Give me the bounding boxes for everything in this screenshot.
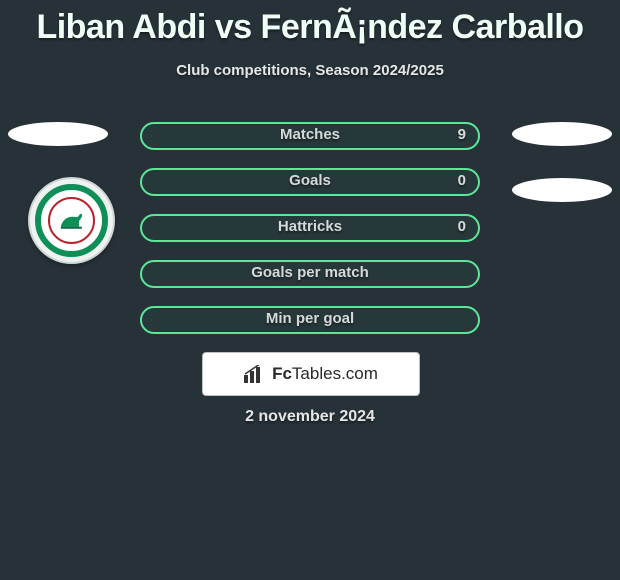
stat-value-right: 0 (458, 172, 466, 189)
footer-date: 2 november 2024 (0, 408, 620, 426)
stat-value-right: 0 (458, 218, 466, 235)
page-title: Liban Abdi vs FernÃ¡ndez Carballo (0, 8, 620, 47)
player-left-placeholder (8, 122, 108, 146)
stat-label: Min per goal (142, 310, 478, 327)
stat-label: Hattricks (142, 218, 478, 235)
stat-value-right: 9 (458, 126, 466, 143)
stat-bar-goals-per-match: Goals per match (140, 260, 480, 288)
stat-label: Goals (142, 172, 478, 189)
comparison-card: Liban Abdi vs FernÃ¡ndez Carballo Club c… (0, 0, 620, 580)
stat-bar-hattricks: Hattricks 0 (140, 214, 480, 242)
stat-bar-min-per-goal: Min per goal (140, 306, 480, 334)
brand-text: FcTables.com (272, 364, 378, 384)
horse-icon (58, 211, 86, 231)
bars-icon (244, 365, 266, 383)
player-right-placeholder-2 (512, 178, 612, 202)
stat-bar-matches: Matches 9 (140, 122, 480, 150)
club-badge-center (48, 197, 95, 244)
page-subtitle: Club competitions, Season 2024/2025 (0, 62, 620, 79)
player-right-placeholder-1 (512, 122, 612, 146)
stat-label: Goals per match (142, 264, 478, 281)
stat-label: Matches (142, 126, 478, 143)
club-badge (28, 177, 115, 264)
brand-box[interactable]: FcTables.com (202, 352, 420, 396)
stat-bar-goals: Goals 0 (140, 168, 480, 196)
